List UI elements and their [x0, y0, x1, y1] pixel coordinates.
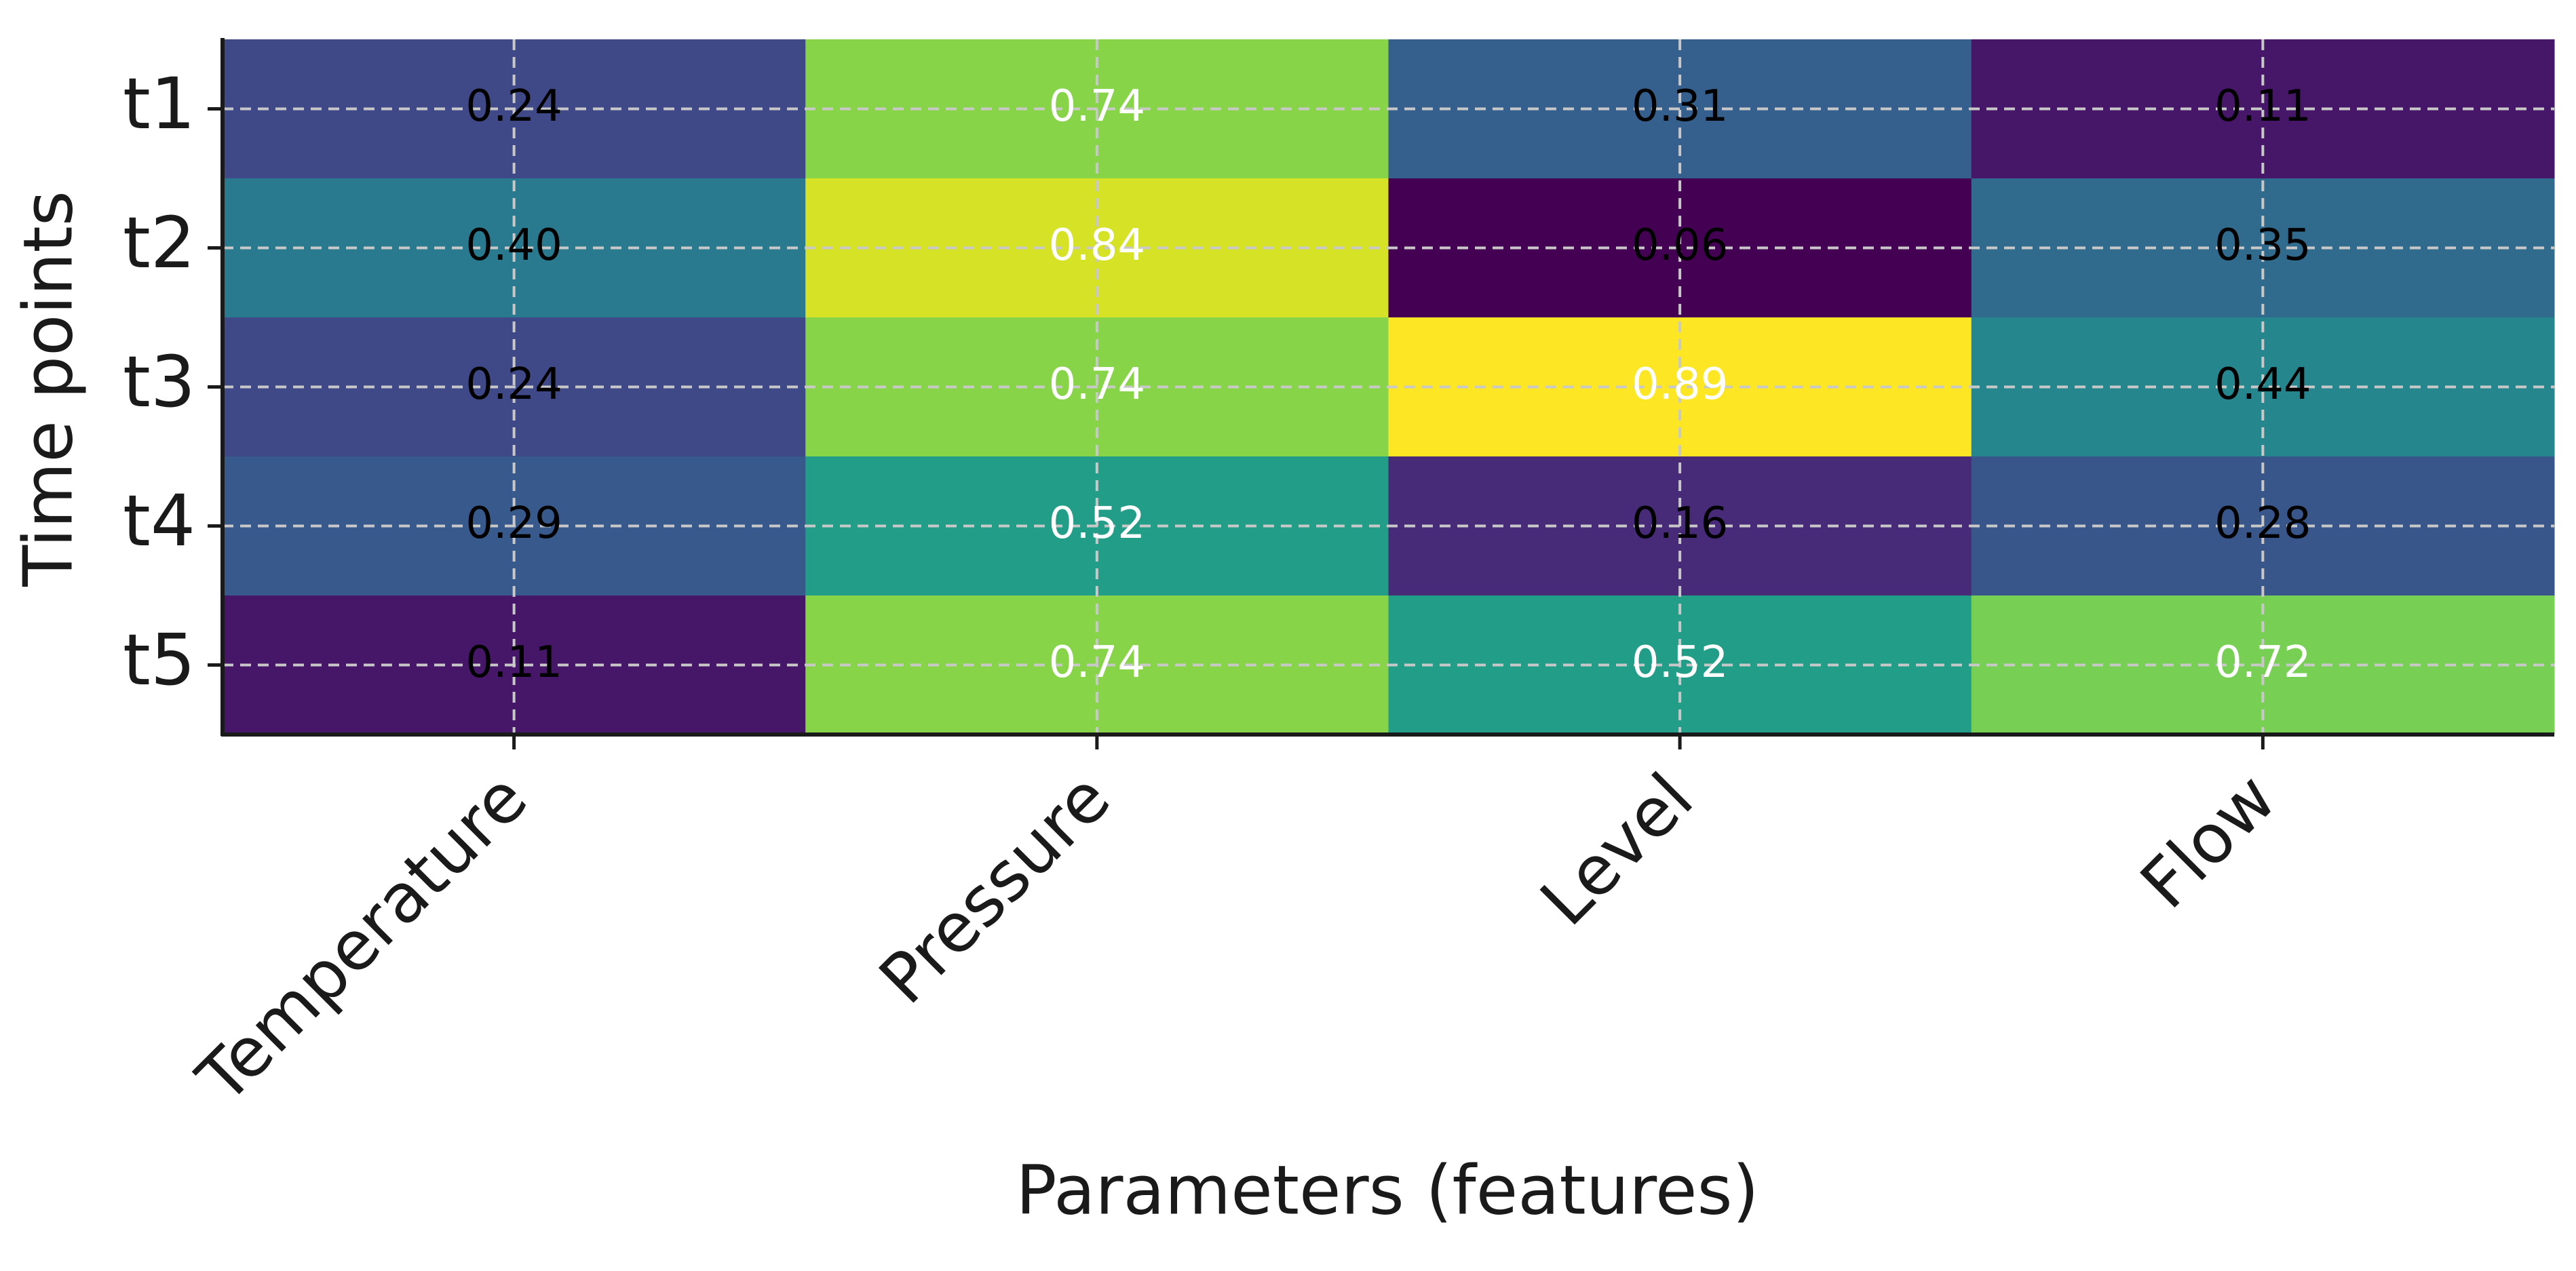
cell-value-label: 0.24	[465, 81, 562, 132]
cell-value-label: 0.28	[2214, 498, 2311, 549]
cell-value-label: 0.84	[1049, 220, 1146, 271]
cell-value-label: 0.89	[1632, 359, 1729, 410]
gridlines	[223, 39, 2554, 735]
cell-value-label: 0.31	[1632, 81, 1729, 132]
cell-value-label: 0.52	[1632, 638, 1729, 688]
cell-value-label: 0.52	[1049, 498, 1146, 549]
y-axis-label: Time points	[8, 191, 88, 587]
cell-value-label: 0.06	[1632, 220, 1729, 271]
y-tick-label: t5	[123, 619, 195, 701]
cell-value-labels: 0.24 0.74 0.31 0.11 0.40 0.84 0.06 0.35 0.24 0.74…	[465, 81, 2311, 688]
y-tick-label: t3	[123, 340, 195, 423]
axes	[208, 38, 2554, 749]
y-tick-label: t1	[123, 62, 195, 145]
cell-value-label: 0.44	[2214, 359, 2311, 410]
cell-value-label: 0.11	[2214, 81, 2311, 132]
cell-value-label: 0.40	[465, 220, 562, 271]
cell-value-label: 0.74	[1049, 638, 1146, 688]
x-axis-label: Parameters (features)	[1016, 1150, 1758, 1230]
y-tick-label: t4	[123, 480, 195, 562]
cell-value-label: 0.35	[2214, 220, 2311, 271]
cell-value-label: 0.24	[465, 359, 562, 410]
cell-value-label: 0.72	[2214, 638, 2311, 688]
cell-value-label: 0.11	[465, 638, 562, 688]
cell-value-label: 0.74	[1049, 359, 1146, 410]
cell-value-label: 0.29	[465, 498, 562, 549]
cell-value-label: 0.16	[1632, 498, 1729, 549]
cell-value-label: 0.74	[1049, 81, 1146, 132]
y-tick-label: t2	[123, 201, 195, 284]
